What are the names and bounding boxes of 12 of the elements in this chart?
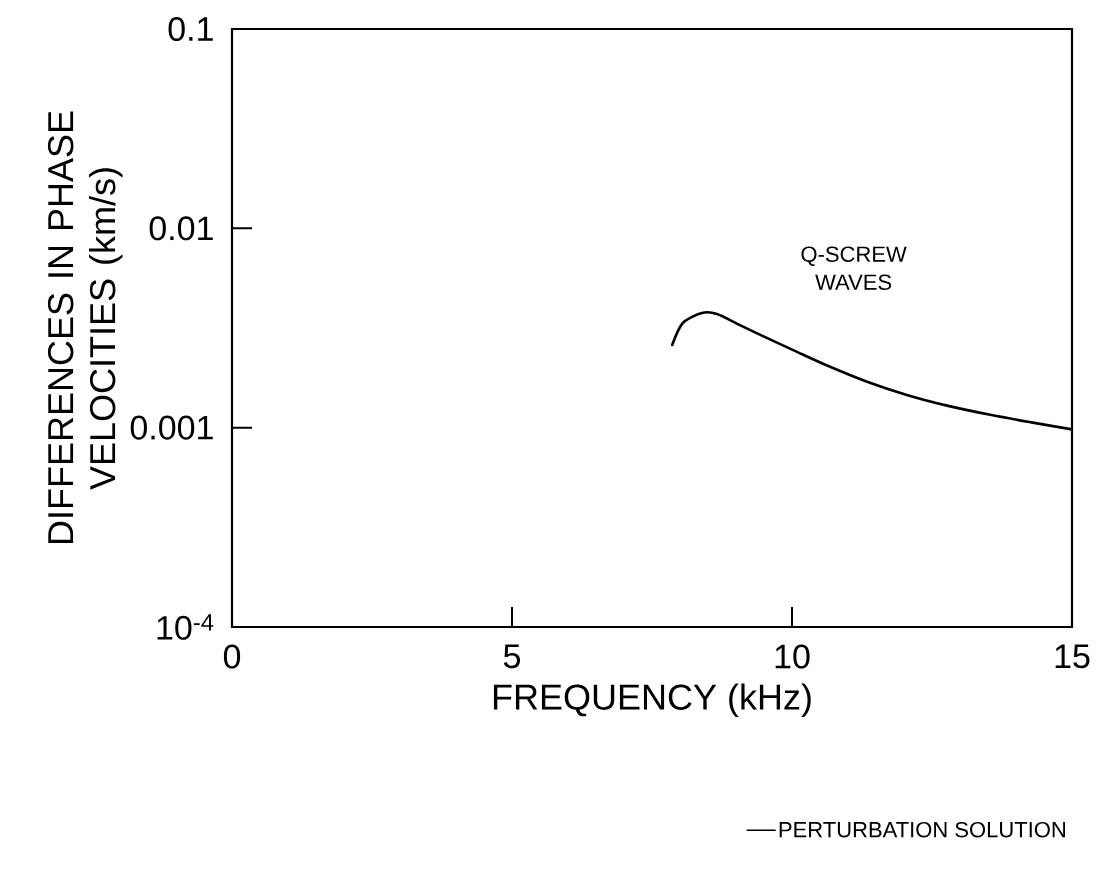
x-tick-label: 10 — [775, 644, 810, 669]
x-axis-title: FREQUENCY (kHz) — [493, 683, 811, 717]
x-tick-label: 15 — [1055, 644, 1090, 669]
annotation: Q-SCREW WAVES — [801, 246, 907, 290]
y-tick-label: 10$^{-4}$ — [157, 614, 214, 640]
y-tick-label: 0.01 — [149, 216, 213, 241]
x-tick-label: 0 — [223, 644, 241, 669]
legend-label: PERTURBATION SOLUTION — [779, 821, 1066, 838]
y-axis-title: DIFFERENCES IN PHASE VELOCITIES (km/s) — [47, 111, 123, 544]
x-tick-label: 5 — [503, 644, 521, 669]
y-tick-label: 0.1 — [168, 16, 213, 42]
y-tick-label: 0.001 — [130, 415, 213, 440]
